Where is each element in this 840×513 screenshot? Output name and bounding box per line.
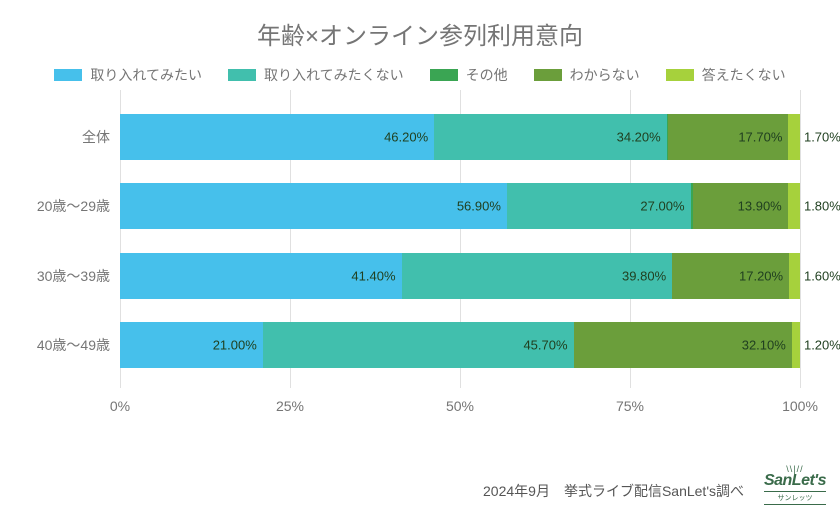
bar-segment: 1.60% xyxy=(789,253,800,299)
segment-value: 17.20% xyxy=(739,268,783,283)
legend-swatch xyxy=(54,69,82,81)
legend-item: わからない xyxy=(534,65,640,85)
legend-swatch xyxy=(228,69,256,81)
legend-label: 答えたくない xyxy=(702,65,786,85)
y-axis-label: 全体 xyxy=(0,127,110,147)
footer-text: 2024年9月 挙式ライブ配信SanLet's調べ xyxy=(483,481,744,501)
x-axis-label: 75% xyxy=(616,398,644,414)
x-axis-label: 50% xyxy=(446,398,474,414)
segment-value: 21.00% xyxy=(213,338,257,353)
bar-segment: 27.00% xyxy=(507,183,691,229)
y-axis-label: 30歳～39歳 xyxy=(0,266,110,286)
gridline xyxy=(800,90,801,388)
segment-value: 27.00% xyxy=(640,199,684,214)
bar-segment: 46.20% xyxy=(120,114,434,160)
bar-segment: 1.80% xyxy=(788,183,800,229)
bar-row: 30歳～39歳41.40%39.80%0.00%17.20%1.60% xyxy=(120,253,800,299)
segment-value: 1.60% xyxy=(804,268,840,283)
bar-segment: 41.40% xyxy=(120,253,402,299)
legend-label: その他 xyxy=(466,65,508,85)
legend-item: 取り入れてみたくない xyxy=(228,65,404,85)
stacked-bar: 56.90%27.00%0.40%13.90%1.80% xyxy=(120,183,800,229)
bar-segment: 45.70% xyxy=(263,322,574,368)
bar-row: 40歳～49歳21.00%45.70%0.00%32.10%1.20% xyxy=(120,322,800,368)
logo: \\|// SanLet's サンレッツ xyxy=(764,464,826,505)
legend-label: 取り入れてみたくない xyxy=(264,65,404,85)
bar-segment: 32.10% xyxy=(574,322,792,368)
segment-value: 1.80% xyxy=(804,199,840,214)
segment-value: 46.20% xyxy=(384,129,428,144)
segment-value: 34.20% xyxy=(617,129,661,144)
segment-value: 13.90% xyxy=(738,199,782,214)
y-axis-label: 20歳～29歳 xyxy=(0,196,110,216)
segment-value: 1.20% xyxy=(804,338,840,353)
segment-value: 1.70% xyxy=(804,129,840,144)
stacked-bar: 21.00%45.70%0.00%32.10%1.20% xyxy=(120,322,800,368)
bar-segment: 13.90% xyxy=(693,183,788,229)
bar-segment: 56.90% xyxy=(120,183,507,229)
legend-swatch xyxy=(430,69,458,81)
bar-segment: 17.70% xyxy=(668,114,788,160)
legend-item: その他 xyxy=(430,65,508,85)
bar-segment: 1.20% xyxy=(792,322,800,368)
bar-segment: 39.80% xyxy=(402,253,673,299)
y-axis-label: 40歳～49歳 xyxy=(0,335,110,355)
legend: 取り入れてみたい 取り入れてみたくない その他 わからない 答えたくない xyxy=(0,65,840,85)
x-axis-label: 0% xyxy=(110,398,130,414)
plot-area: 0%25%50%75%100% 全体46.20%34.20%0.20%17.70… xyxy=(120,90,800,420)
legend-item: 取り入れてみたい xyxy=(54,65,202,85)
segment-value: 17.70% xyxy=(738,129,782,144)
chart-title: 年齢×オンライン参列利用意向 xyxy=(0,0,840,51)
stacked-bar: 41.40%39.80%0.00%17.20%1.60% xyxy=(120,253,800,299)
bar-segment: 1.70% xyxy=(788,114,800,160)
bar-row: 全体46.20%34.20%0.20%17.70%1.70% xyxy=(120,114,800,160)
stacked-bar: 46.20%34.20%0.20%17.70%1.70% xyxy=(120,114,800,160)
legend-label: 取り入れてみたい xyxy=(90,65,202,85)
logo-main: SanLet's xyxy=(764,472,826,490)
bar-row: 20歳～29歳56.90%27.00%0.40%13.90%1.80% xyxy=(120,183,800,229)
bar-segment: 21.00% xyxy=(120,322,263,368)
segment-value: 41.40% xyxy=(351,268,395,283)
bar-segment: 34.20% xyxy=(434,114,667,160)
x-axis-label: 100% xyxy=(782,398,818,414)
legend-swatch xyxy=(666,69,694,81)
logo-sub: サンレッツ xyxy=(764,491,826,505)
segment-value: 56.90% xyxy=(457,199,501,214)
bar-segment: 17.20% xyxy=(672,253,789,299)
segment-value: 39.80% xyxy=(622,268,666,283)
segment-value: 45.70% xyxy=(523,338,567,353)
segment-value: 32.10% xyxy=(742,338,786,353)
legend-item: 答えたくない xyxy=(666,65,786,85)
x-axis-label: 25% xyxy=(276,398,304,414)
legend-swatch xyxy=(534,69,562,81)
legend-label: わからない xyxy=(570,65,640,85)
